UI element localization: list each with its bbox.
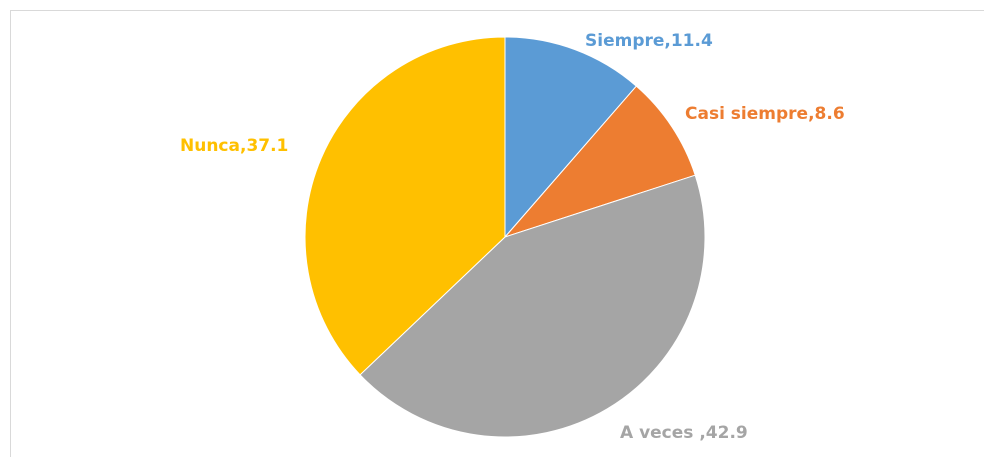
pie-slice	[504, 36, 638, 239]
pie-slice	[503, 85, 696, 239]
data-label: Nunca,37.1	[180, 136, 288, 156]
data-label: Siempre,11.4	[585, 31, 713, 51]
data-label: A veces ,42.9	[620, 423, 748, 443]
pie-slice	[359, 174, 706, 438]
data-label: Casi siempre,8.6	[685, 104, 845, 124]
pie-slice	[304, 36, 506, 376]
chart-border	[10, 10, 984, 457]
